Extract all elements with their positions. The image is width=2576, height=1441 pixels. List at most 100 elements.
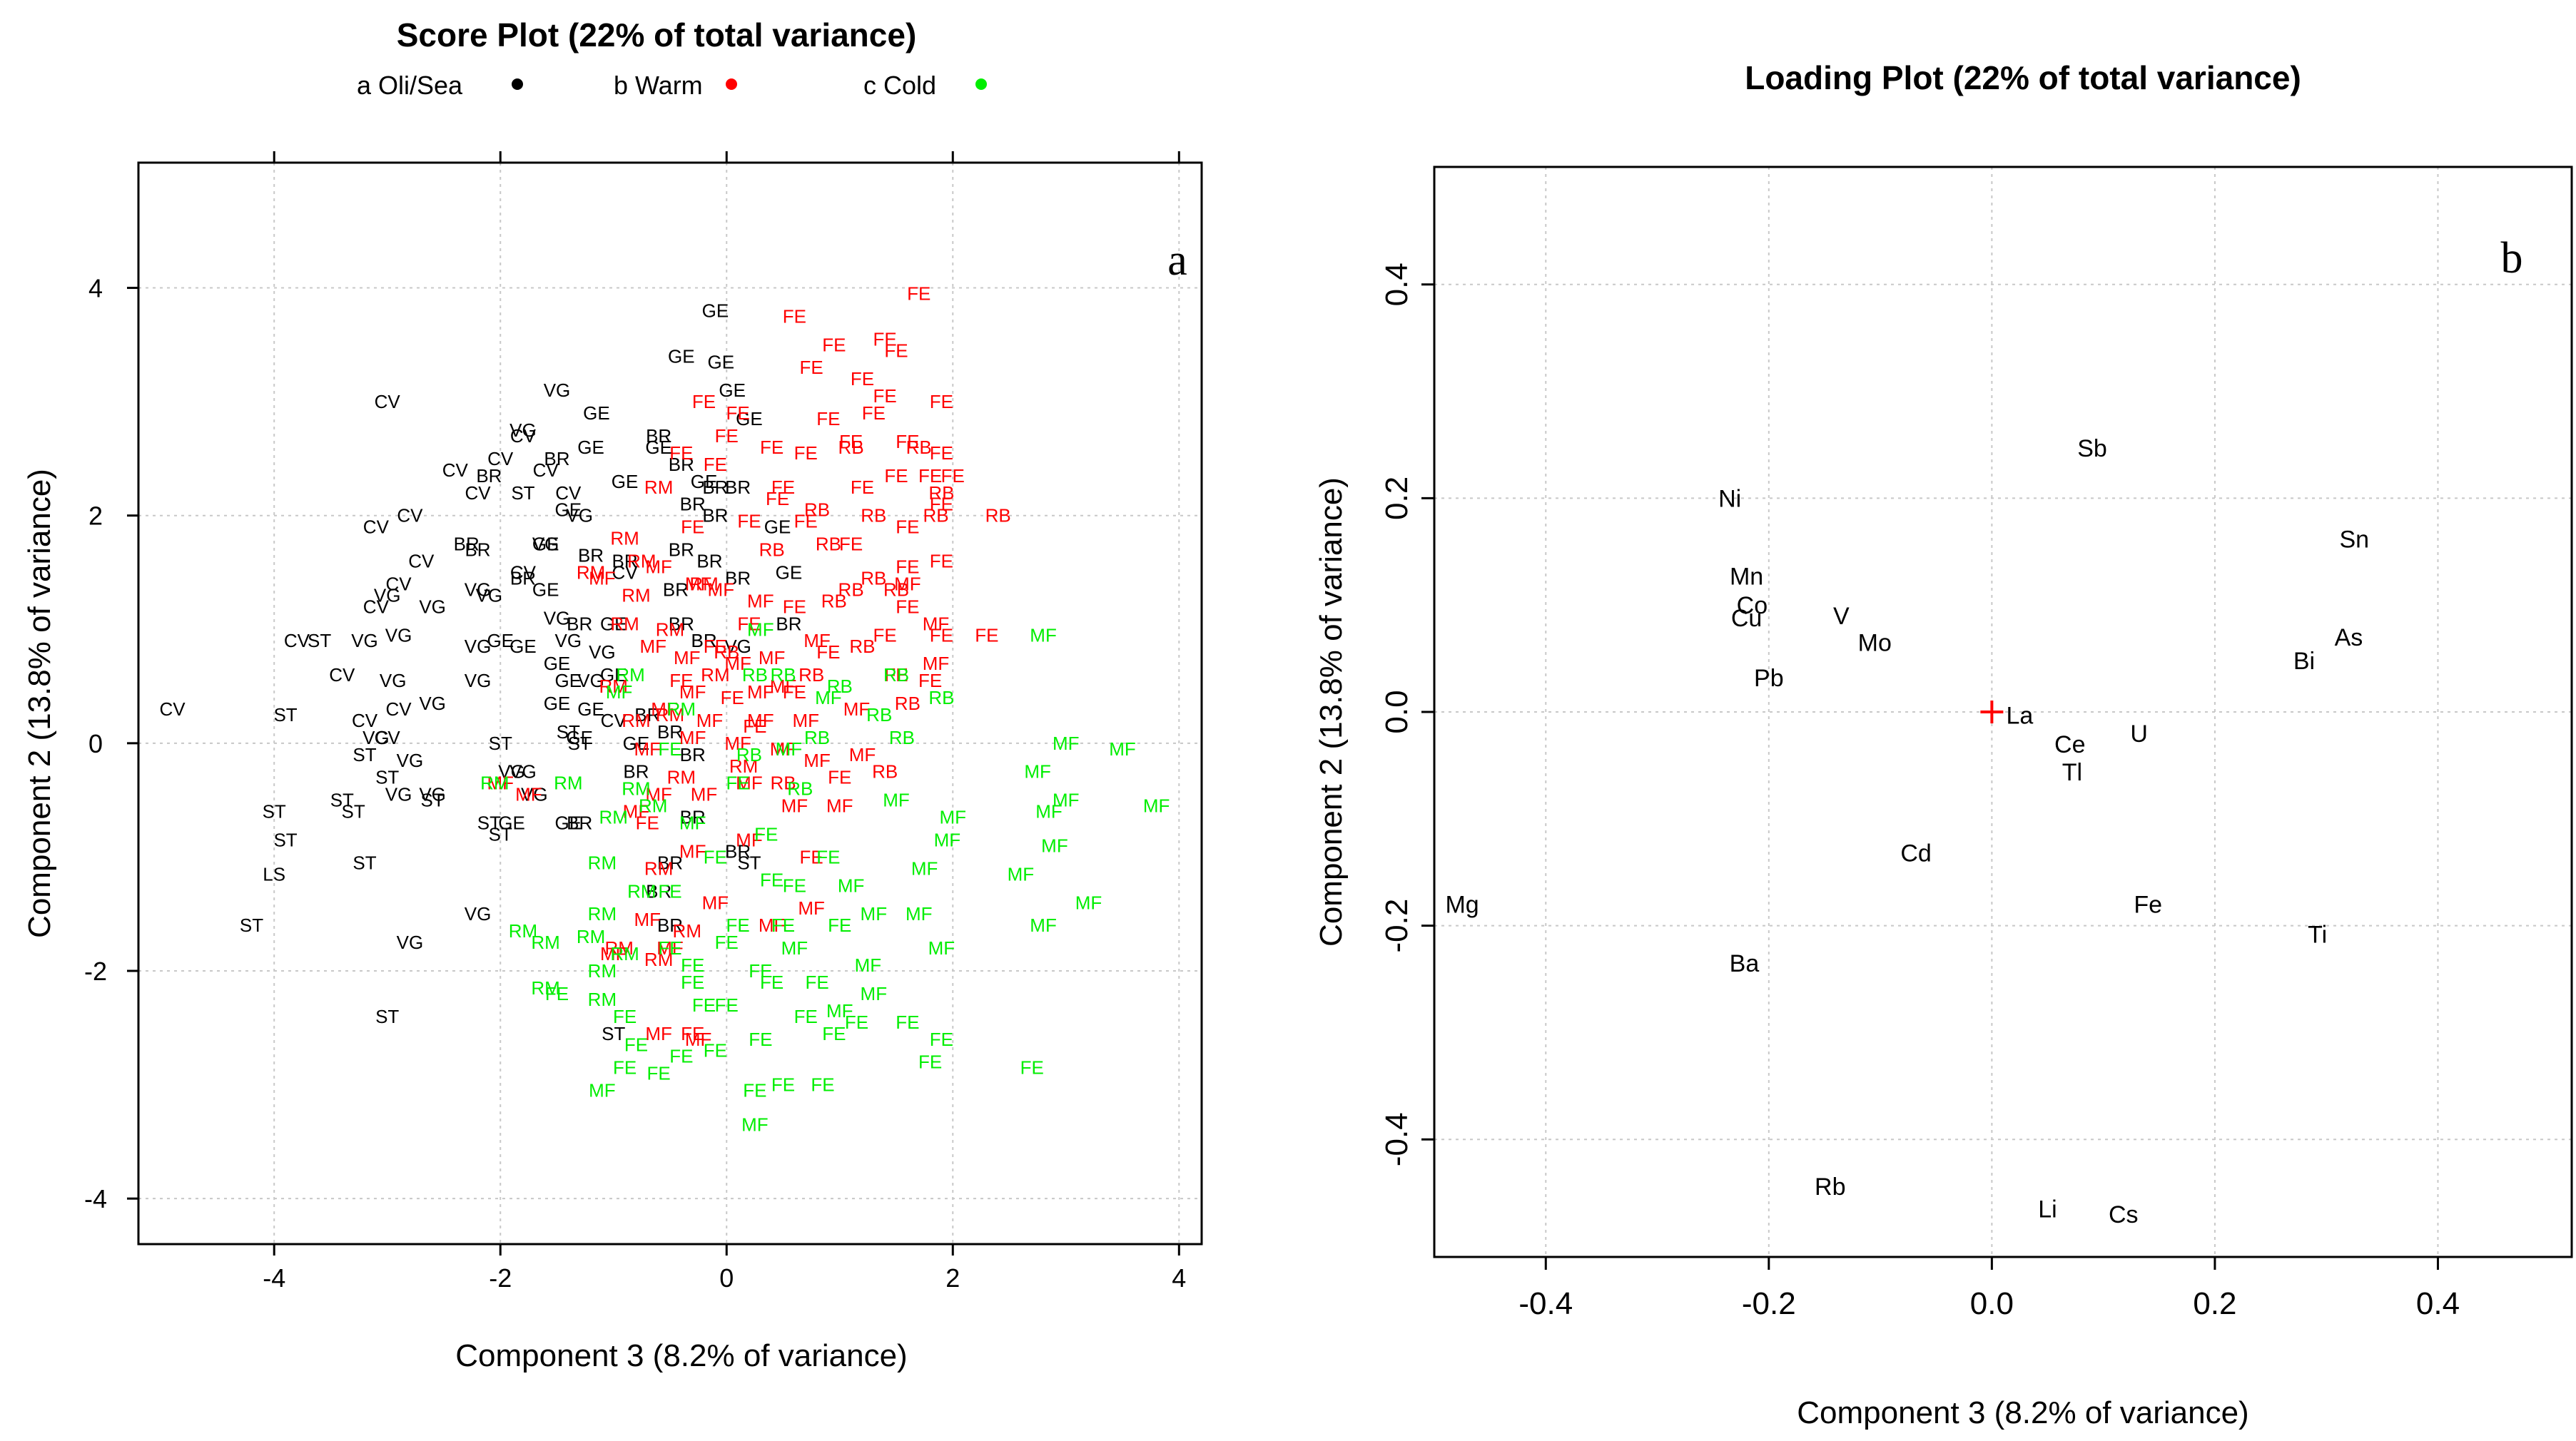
loading-plot-panel-label: b (2501, 234, 2523, 282)
score-plot-x-axis-label: Component 3 (8.2% of variance) (455, 1338, 907, 1373)
score-point-fe: FE (737, 613, 761, 634)
score-point-rm: RM (656, 704, 684, 725)
score-point-st: ST (489, 733, 512, 754)
score-point-ge: GE (702, 300, 729, 321)
score-point-rm: RM (604, 937, 633, 959)
score-point-st: ST (263, 801, 286, 823)
score-point-mf: MF (855, 954, 882, 976)
score-point-fe: FE (896, 431, 919, 452)
score-point-fe: FE (794, 442, 818, 464)
score-point-rm: RM (577, 561, 605, 583)
score-point-rm: RM (509, 920, 537, 942)
score-point-ge: GE (498, 813, 525, 834)
score-point-fe: FE (794, 511, 818, 532)
loading-label-ti: Ti (2308, 922, 2327, 949)
score-point-st: ST (308, 630, 331, 651)
score-point-fe: FE (816, 846, 840, 867)
score-point-mf: MF (589, 1080, 616, 1101)
score-point-rb: RB (827, 676, 853, 697)
x-tick-label: -4 (263, 1263, 285, 1293)
score-point-st: ST (240, 915, 263, 936)
score-plot-panel: Score Plot (22% of total variance) a Oli… (22, 16, 1203, 1373)
score-point-ge: GE (577, 437, 604, 458)
score-point-rb: RB (798, 664, 824, 686)
loading-plot-title: Loading Plot (22% of total variance) (1745, 59, 2301, 96)
y-tick-label: 0.2 (1379, 477, 1414, 520)
score-point-fe: FE (715, 932, 739, 953)
score-point-mf: MF (781, 795, 808, 817)
score-point-fe: FE (681, 516, 704, 538)
score-point-vg: VG (532, 534, 559, 555)
score-point-rm: RM (644, 857, 673, 879)
score-point-fe: FE (873, 328, 897, 350)
score-point-fe: FE (975, 624, 998, 646)
score-point-mf: MF (826, 795, 853, 817)
score-point-fe: FE (658, 880, 681, 902)
legend-marker (512, 78, 523, 90)
loading-plot-x-axis-label: Component 3 (8.2% of variance) (1797, 1395, 2248, 1430)
loading-label-mo: Mo (1858, 630, 1892, 657)
score-point-cv: CV (510, 425, 537, 447)
score-point-ge: GE (555, 813, 582, 834)
score-point-br: BR (544, 448, 569, 469)
score-point-rb: RB (861, 567, 886, 589)
score-point-fe: FE (884, 465, 908, 487)
score-point-mf: MF (759, 647, 786, 668)
score-point-fe: FE (726, 402, 749, 424)
score-point-st: ST (737, 852, 761, 873)
score-point-br: BR (578, 545, 604, 566)
score-point-mf: MF (747, 590, 774, 611)
score-point-fe: FE (681, 1023, 704, 1044)
score-point-rb: RB (736, 744, 762, 765)
y-tick-label: -2 (84, 957, 107, 986)
score-point-mf: MF (906, 903, 933, 925)
legend-label: c Cold (863, 71, 936, 100)
loading-label-ce: Ce (2054, 731, 2085, 758)
score-point-fe: FE (816, 641, 840, 663)
loading-label-tl: Tl (2062, 759, 2082, 786)
score-point-rb: RB (906, 437, 932, 458)
score-point-rb: RB (787, 778, 813, 800)
score-point-br: BR (680, 494, 706, 515)
loading-label-mn: Mn (1730, 564, 1763, 591)
score-point-fe: FE (783, 681, 806, 703)
score-point-fe: FE (930, 551, 953, 572)
score-point-rb: RB (928, 482, 954, 504)
score-point-fe: FE (930, 1029, 953, 1050)
score-point-mf: MF (645, 556, 672, 578)
score-point-fe: FE (884, 664, 908, 686)
score-point-rm: RM (701, 664, 729, 686)
score-point-fe: FE (873, 385, 897, 407)
score-point-br: BR (567, 813, 592, 834)
loading-label-ba: Ba (1730, 950, 1760, 977)
score-point-rb: RB (838, 437, 864, 458)
score-point-cv: CV (284, 630, 310, 651)
score-point-fe: FE (704, 454, 727, 475)
score-point-cv: CV (612, 561, 639, 583)
score-point-br: BR (663, 579, 689, 600)
score-point-br: BR (696, 551, 722, 572)
score-point-ge: GE (623, 733, 650, 754)
score-point-fe: FE (873, 624, 897, 646)
score-point-mf: MF (515, 784, 542, 805)
score-point-br: BR (657, 915, 683, 936)
score-point-fe: FE (918, 465, 942, 487)
score-point-mf: MF (702, 892, 729, 913)
score-point-mf: MF (826, 1000, 853, 1022)
score-point-mf: MF (679, 813, 706, 834)
score-point-mf: MF (1008, 863, 1035, 885)
score-point-mf: MF (815, 687, 842, 708)
score-point-mf: MF (1053, 790, 1080, 811)
score-point-vg: VG (577, 670, 604, 691)
score-point-br: BR (680, 744, 706, 765)
score-point-cv: CV (555, 482, 582, 504)
score-point-st: ST (375, 1006, 399, 1027)
y-tick-label: -0.2 (1379, 899, 1414, 953)
score-point-fe: FE (715, 425, 739, 447)
score-point-fe: FE (930, 494, 953, 515)
score-point-fe: FE (760, 437, 784, 458)
score-point-fe: FE (760, 869, 784, 890)
loading-plot-y-axis-label: Component 2 (13.8% of variance) (1314, 477, 1349, 947)
score-point-fe: FE (624, 1034, 648, 1056)
